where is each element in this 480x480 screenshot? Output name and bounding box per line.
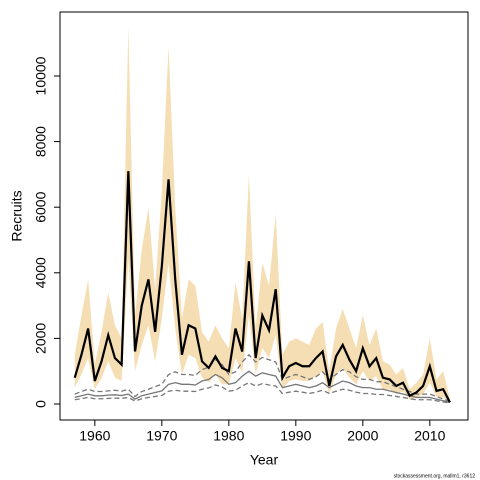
y-tick-label: 10000 — [33, 56, 49, 95]
line — [74, 370, 451, 403]
y-tick-label: 4000 — [33, 257, 49, 288]
x-tick-label: 1960 — [79, 428, 110, 444]
line — [74, 381, 451, 404]
x-tick-label: 2000 — [347, 428, 378, 444]
plot-frame — [59, 11, 469, 421]
y-tick-label: 0 — [33, 400, 49, 408]
x-tick-label: 1980 — [213, 428, 244, 444]
x-tick-label: 1990 — [280, 428, 311, 444]
y-tick-label: 8000 — [33, 126, 49, 157]
line — [73, 171, 451, 403]
y-axis-label: Recruits — [9, 190, 25, 241]
footnote: stockassessment.org, mallm1, r3612 — [394, 473, 476, 479]
line — [74, 353, 451, 402]
x-tick-label: 2010 — [414, 428, 445, 444]
x-tick-label: 1970 — [146, 428, 177, 444]
y-tick-label: 6000 — [33, 191, 49, 222]
y-tick-label: 2000 — [33, 323, 49, 354]
x-axis-label: Year — [250, 452, 279, 468]
confidence-band — [74, 26, 450, 404]
